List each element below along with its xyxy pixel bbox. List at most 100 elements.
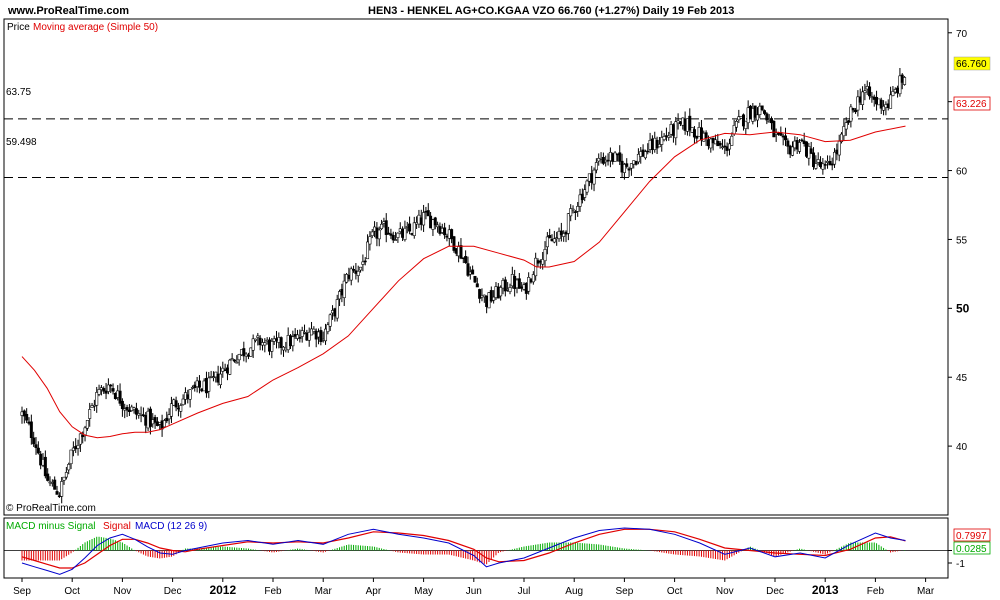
level-low-label: 59.498 <box>6 137 37 148</box>
hist-value: 0.0285 <box>956 544 987 555</box>
candle <box>230 353 234 361</box>
candle <box>102 386 106 394</box>
candle <box>613 151 617 162</box>
candle <box>662 133 666 142</box>
macd-tick-label: -1 <box>956 559 965 570</box>
candle <box>242 341 246 362</box>
candle <box>60 476 64 504</box>
candle <box>134 402 138 420</box>
candle <box>585 179 589 196</box>
x-tick-label: Dec <box>766 586 784 597</box>
candle <box>356 265 360 283</box>
candle <box>29 414 33 445</box>
candle <box>798 139 802 154</box>
candle <box>744 120 748 135</box>
candle <box>559 222 563 242</box>
candle <box>55 485 59 495</box>
candle <box>85 420 89 431</box>
candle <box>657 137 661 148</box>
candle <box>688 108 692 137</box>
x-tick-label: Jul <box>518 586 531 597</box>
candle <box>755 107 759 128</box>
candle <box>769 116 773 130</box>
candle <box>352 265 356 273</box>
ma-value-tag <box>953 96 991 111</box>
candle <box>235 355 239 364</box>
chart-title: HEN3 - HENKEL AG+CO.KGAA VZO 66.760 (+1.… <box>368 5 734 17</box>
macd-legend-hist: MACD minus Signal <box>6 521 95 532</box>
moving-average-line <box>21 125 906 439</box>
candle <box>473 275 477 283</box>
candle <box>842 118 846 141</box>
x-tick-label: Feb <box>867 586 885 597</box>
price-tick-label: 70 <box>956 29 968 40</box>
candle <box>809 141 813 155</box>
candle <box>310 321 314 336</box>
candle <box>179 403 183 418</box>
candle <box>576 201 580 217</box>
candle <box>545 232 549 255</box>
candle <box>403 220 407 242</box>
candle <box>800 138 804 143</box>
candle <box>120 398 124 417</box>
candle <box>475 277 479 288</box>
macd-legend-macd: MACD (12 26 9) <box>135 521 207 532</box>
candle <box>517 272 521 289</box>
candle <box>125 404 129 417</box>
last-price-tag <box>953 56 991 71</box>
candle <box>847 120 851 125</box>
candle <box>527 272 531 295</box>
candle <box>833 148 837 168</box>
candle <box>727 138 731 156</box>
macd-legend-signal: Signal <box>103 521 131 532</box>
candle <box>188 389 192 408</box>
candle <box>830 157 834 171</box>
candle <box>573 209 577 221</box>
candle <box>625 158 629 169</box>
candle <box>408 216 412 235</box>
candle <box>34 437 38 455</box>
candle <box>720 139 724 150</box>
candle <box>634 160 638 166</box>
candle <box>394 231 398 241</box>
candle <box>849 103 853 128</box>
price-tick-label: 40 <box>956 442 968 453</box>
price-tick-label: 50 <box>956 301 970 315</box>
candle <box>92 399 96 412</box>
candle <box>207 371 211 399</box>
candle <box>349 266 353 286</box>
candle <box>459 238 463 260</box>
candle <box>174 396 178 412</box>
candle <box>466 256 470 277</box>
candle <box>772 120 776 138</box>
candle <box>251 334 255 359</box>
candle <box>69 449 73 470</box>
candle <box>249 347 253 357</box>
candle <box>169 396 173 424</box>
candle <box>594 158 598 174</box>
candle <box>828 155 832 166</box>
candle <box>32 431 36 447</box>
candle <box>499 285 503 301</box>
candle <box>384 213 388 243</box>
candle <box>88 402 92 427</box>
candle <box>903 76 907 86</box>
candle <box>492 290 496 304</box>
candle <box>489 286 493 303</box>
candle <box>821 158 825 175</box>
candle <box>552 230 556 244</box>
candle <box>370 228 374 239</box>
candle <box>730 132 734 146</box>
candle <box>109 383 113 394</box>
candle <box>765 112 769 125</box>
candle <box>111 383 115 395</box>
candle <box>450 228 454 244</box>
candle <box>762 109 766 116</box>
candle <box>237 353 241 366</box>
candle <box>291 330 295 352</box>
x-tick-label: Aug <box>565 586 583 597</box>
candle <box>366 234 370 260</box>
x-tick-label: Nov <box>114 586 132 597</box>
candle <box>97 384 101 397</box>
